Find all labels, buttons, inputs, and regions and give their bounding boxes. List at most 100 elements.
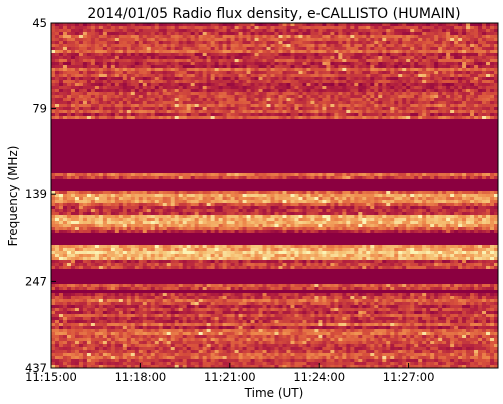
heatmap-cell [454, 86, 459, 89]
heatmap-cell [354, 104, 359, 107]
heatmap-cell [358, 197, 363, 200]
heatmap-cell [74, 203, 80, 206]
heatmap-cell [486, 86, 491, 89]
heatmap-cell [390, 173, 395, 176]
heatmap-cell [182, 173, 188, 176]
heatmap-cell [330, 191, 335, 194]
heatmap-cell [298, 209, 303, 212]
heatmap-cell [178, 203, 184, 206]
heatmap-cell [362, 203, 367, 206]
heatmap-cell [462, 59, 467, 62]
heatmap-cell [430, 47, 435, 50]
heatmap-cell [194, 191, 200, 194]
heatmap-cell [70, 98, 76, 101]
heatmap-cell [138, 74, 144, 77]
heatmap-cell [134, 212, 140, 215]
heatmap-cell [302, 95, 307, 98]
heatmap-cell [198, 113, 204, 116]
heatmap-cell [142, 116, 148, 119]
heatmap-cell [426, 194, 431, 197]
heatmap-cell [494, 116, 498, 119]
heatmap-cell [214, 191, 220, 194]
heatmap-cell [126, 71, 132, 74]
heatmap-cell [454, 215, 459, 218]
heatmap-cell [158, 53, 164, 56]
heatmap-cell [86, 53, 92, 56]
heatmap-cell [162, 83, 168, 86]
heatmap-cell [202, 107, 208, 110]
heatmap-cell [166, 50, 172, 53]
heatmap-cell [194, 65, 200, 68]
heatmap-cell [306, 212, 311, 215]
heatmap-cell [51, 83, 56, 86]
heatmap-cell [130, 209, 136, 212]
heatmap-cell [106, 221, 112, 224]
heatmap-cell [146, 38, 152, 41]
heatmap-cell [86, 80, 92, 83]
heatmap-cell [158, 95, 164, 98]
heatmap-cell [178, 104, 184, 107]
heatmap-cell [86, 59, 92, 62]
heatmap-cell [142, 95, 148, 98]
heatmap-cell [338, 200, 343, 203]
heatmap-cell [274, 215, 279, 218]
heatmap-cell [74, 89, 80, 92]
heatmap-cell [270, 74, 275, 77]
heatmap-cell [362, 83, 367, 86]
heatmap-cell [134, 209, 140, 212]
heatmap-cell [418, 212, 423, 215]
heatmap-cell [230, 215, 235, 218]
heatmap-cell [382, 98, 387, 101]
heatmap-cell [390, 86, 395, 89]
heatmap-cell [322, 191, 327, 194]
heatmap-cell [334, 56, 339, 59]
heatmap-cell [418, 218, 423, 221]
heatmap-cell [302, 203, 307, 206]
heatmap-cell [458, 80, 463, 83]
heatmap-cell [366, 35, 371, 38]
heatmap-cell [346, 110, 351, 113]
heatmap-cell [142, 50, 148, 53]
heatmap-cell [330, 62, 335, 65]
heatmap-cell [258, 113, 263, 116]
heatmap-cell [486, 77, 491, 80]
heatmap-cell [306, 59, 311, 62]
heatmap-cell [162, 203, 168, 206]
heatmap-cell [54, 98, 60, 101]
heatmap-cell [238, 32, 243, 35]
heatmap-cell [362, 80, 367, 83]
heatmap-cell [51, 65, 56, 68]
heatmap-cell [374, 32, 379, 35]
heatmap-cell [406, 35, 411, 38]
heatmap-cell [110, 86, 116, 89]
heatmap-cell [98, 98, 104, 101]
heatmap-cell [422, 65, 427, 68]
heatmap-cell [262, 80, 267, 83]
heatmap-cell [490, 83, 495, 86]
heatmap-cell [62, 62, 68, 65]
heatmap-cell [326, 44, 331, 47]
heatmap-cell [314, 176, 319, 179]
heatmap-cell [230, 209, 235, 212]
heatmap-cell [190, 173, 196, 176]
heatmap-cell [362, 44, 367, 47]
heatmap-cell [170, 191, 176, 194]
heatmap-cell [274, 107, 279, 110]
heatmap-cell [358, 23, 363, 26]
heatmap-cell [230, 89, 235, 92]
heatmap-cell [182, 176, 188, 179]
heatmap-cell [334, 215, 339, 218]
heatmap-cell [394, 95, 399, 98]
heatmap-cell [218, 194, 224, 197]
heatmap-cell [370, 101, 375, 104]
heatmap-cell [426, 74, 431, 77]
heatmap-cell [150, 101, 156, 104]
heatmap-cell [494, 77, 498, 80]
heatmap-cell [250, 38, 255, 41]
heatmap-cell [190, 95, 196, 98]
heatmap-cell [206, 89, 212, 92]
heatmap-cell [338, 59, 343, 62]
heatmap-cell [230, 212, 235, 215]
heatmap-cell [198, 56, 204, 59]
heatmap-cell [110, 203, 116, 206]
